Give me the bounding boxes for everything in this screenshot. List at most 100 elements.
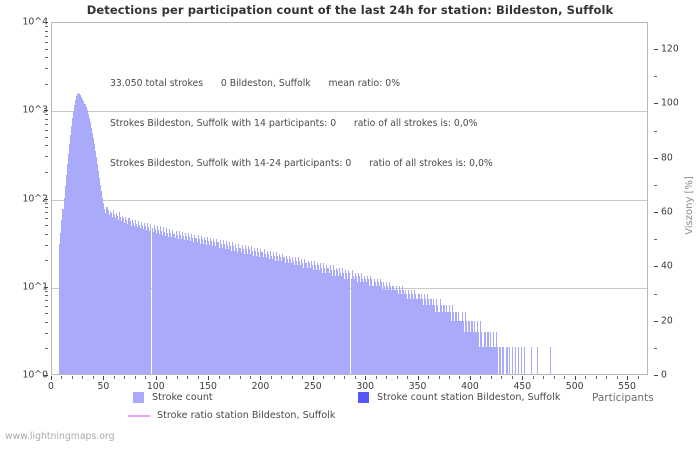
histogram-bar <box>412 294 414 374</box>
histogram-bar <box>484 331 486 374</box>
histogram-bar <box>348 270 350 374</box>
histogram-bar <box>386 282 388 374</box>
histogram-bar <box>300 265 302 374</box>
histogram-bar <box>440 305 442 374</box>
histogram-bar <box>285 255 287 374</box>
histogram-bar <box>321 267 323 374</box>
histogram-bar <box>103 203 105 374</box>
histogram-bar <box>286 259 288 374</box>
histogram-bar <box>62 208 64 374</box>
histogram-bar <box>277 255 279 374</box>
histogram-bar <box>452 305 454 374</box>
y-axis-left-minor-tick <box>45 207 48 209</box>
histogram-bar <box>327 267 329 374</box>
histogram-bar <box>402 289 404 374</box>
x-axis-minor-tick <box>302 376 304 379</box>
y-axis-left-tick-label: 10^3 <box>22 104 48 116</box>
histogram-bar <box>100 184 102 374</box>
histogram-bar <box>456 312 458 374</box>
histogram-bar <box>243 253 245 374</box>
y-axis-left-minor-tick <box>45 26 48 28</box>
histogram-bar <box>474 320 476 374</box>
y-axis-right-tick <box>654 103 658 105</box>
y-axis-left-minor-tick <box>45 114 48 116</box>
histogram-bar <box>98 170 100 374</box>
histogram-bar <box>79 93 81 374</box>
annotation-line-2: Strokes Bildeston, Suffolk with 14-24 pa… <box>110 157 493 169</box>
x-axis-tick-label: 50 <box>97 381 110 392</box>
histogram-bar <box>420 294 422 374</box>
x-axis-minor-tick <box>61 376 63 379</box>
y-axis-left-minor-tick <box>45 321 48 323</box>
histogram-bar <box>356 282 358 374</box>
histogram-bar <box>219 240 221 374</box>
histogram-bar <box>482 347 484 374</box>
legend-item-stroke-count[interactable]: Stroke count <box>133 392 213 403</box>
histogram-bar <box>266 250 268 374</box>
y-axis-left-minor-tick <box>45 306 48 308</box>
histogram-bar <box>60 232 62 374</box>
legend-item-stroke-count-station[interactable]: Stroke count station Bildeston, Suffolk <box>358 392 560 403</box>
histogram-bar <box>398 285 400 374</box>
histogram-bar <box>464 312 466 374</box>
annotation-block: 33.050 total strokes 0 Bildeston, Suffol… <box>110 51 493 196</box>
histogram-bar <box>447 312 449 374</box>
histogram-bar <box>172 229 174 374</box>
histogram-bar <box>500 347 502 374</box>
histogram-bar <box>330 270 332 374</box>
histogram-bar <box>379 278 381 374</box>
x-axis-tick <box>574 376 576 380</box>
histogram-bar <box>502 347 504 374</box>
y-axis-right-tick-label: 0 <box>661 369 667 381</box>
y-axis-right-tick-label: 100 <box>661 97 679 109</box>
histogram-bar <box>337 275 339 374</box>
histogram-bar <box>236 247 238 374</box>
legend-label: Stroke count <box>152 392 213 403</box>
histogram-bar <box>489 331 491 374</box>
histogram-bar <box>238 243 240 374</box>
legend-item-stroke-ratio-station[interactable]: Stroke ratio station Bildeston, Suffolk <box>128 410 335 421</box>
gridline <box>52 199 647 201</box>
histogram-bar <box>259 257 261 374</box>
histogram-bar <box>81 96 83 374</box>
histogram-bar <box>153 224 155 374</box>
histogram-bar <box>212 246 214 374</box>
x-axis-minor-tick <box>113 376 115 379</box>
histogram-bar <box>246 253 248 374</box>
histogram-bar <box>360 272 363 374</box>
x-axis-minor-tick <box>176 376 178 379</box>
histogram-bar <box>138 224 140 374</box>
histogram-bar <box>415 294 417 374</box>
histogram-bar <box>371 278 373 374</box>
y-axis-left-tick <box>44 110 48 112</box>
histogram-bar <box>186 235 188 374</box>
histogram-bar <box>227 249 229 374</box>
histogram-bar <box>85 106 87 374</box>
histogram-bar <box>215 246 217 374</box>
histogram-bar <box>367 275 369 374</box>
histogram-bar <box>518 347 520 374</box>
histogram-bar <box>391 289 393 374</box>
histogram-bar <box>294 257 297 374</box>
histogram-bar <box>409 294 411 374</box>
histogram-bar <box>127 224 129 374</box>
x-axis-tick <box>522 376 524 380</box>
x-axis: 0 50 100 150 200 250 300 350 400 450 500 550 <box>48 376 648 392</box>
x-axis-tick-label: 550 <box>618 381 636 392</box>
y-axis-left-title: Count <box>0 166 3 197</box>
histogram-bar <box>163 227 165 374</box>
y-axis-left-minor-tick <box>45 57 48 59</box>
histogram-bar <box>91 132 93 374</box>
histogram-bar <box>434 305 436 374</box>
histogram-bar <box>84 103 86 374</box>
histogram-bar <box>429 305 431 374</box>
histogram-bar <box>95 157 98 374</box>
histogram-bar <box>269 250 271 374</box>
histogram-bar <box>468 320 470 374</box>
histogram-bar <box>438 312 440 374</box>
histogram-bar <box>99 177 101 374</box>
histogram-bar <box>477 320 479 374</box>
x-axis-minor-tick <box>438 376 440 379</box>
x-axis-tick-label: 450 <box>513 381 532 392</box>
histogram-bar <box>164 231 166 374</box>
